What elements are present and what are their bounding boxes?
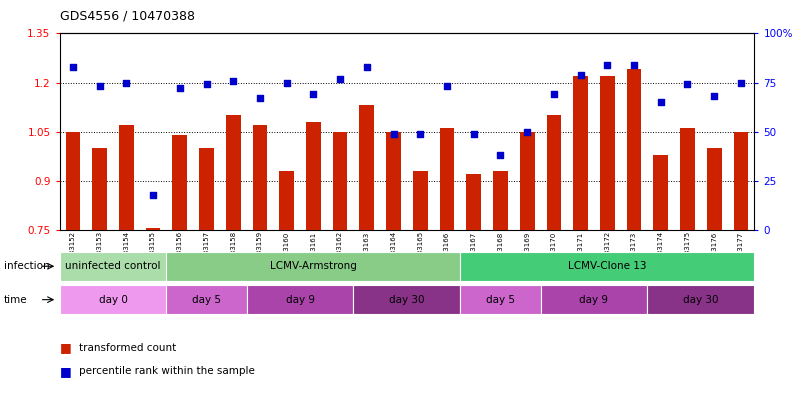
Bar [440, 129, 454, 230]
Bar [172, 135, 187, 230]
Point [468, 130, 480, 137]
Point [521, 129, 534, 135]
Text: GDS4556 / 10470388: GDS4556 / 10470388 [60, 10, 195, 23]
Bar [466, 174, 481, 230]
Point [67, 64, 79, 70]
Text: LCMV-Armstrong: LCMV-Armstrong [270, 261, 357, 271]
Point [147, 191, 160, 198]
Point [333, 75, 346, 82]
Bar [600, 76, 615, 230]
Point [574, 72, 587, 78]
Bar [167, 285, 247, 314]
Text: day 9: day 9 [580, 295, 608, 305]
Text: transformed count: transformed count [79, 343, 176, 353]
Text: LCMV-Clone 13: LCMV-Clone 13 [568, 261, 646, 271]
Point [681, 81, 694, 88]
Point [307, 91, 320, 97]
Bar [653, 154, 668, 230]
Point [173, 85, 186, 92]
Point [494, 152, 507, 158]
Text: day 5: day 5 [486, 295, 515, 305]
Point [93, 83, 106, 90]
Point [280, 79, 293, 86]
Bar [119, 125, 133, 230]
Point [441, 83, 453, 90]
Bar [146, 228, 160, 230]
Bar [573, 76, 588, 230]
Point [654, 99, 667, 105]
Point [734, 79, 747, 86]
Point [414, 130, 426, 137]
Bar [360, 105, 374, 230]
Text: uninfected control: uninfected control [65, 261, 160, 271]
Bar [546, 115, 561, 230]
Bar [707, 148, 722, 230]
Text: ■: ■ [60, 365, 71, 378]
Text: day 0: day 0 [98, 295, 127, 305]
Bar [252, 125, 268, 230]
Text: day 9: day 9 [286, 295, 314, 305]
Bar [626, 70, 642, 230]
Text: ■: ■ [60, 341, 71, 354]
Point [387, 130, 400, 137]
Bar [60, 252, 167, 281]
Text: percentile rank within the sample: percentile rank within the sample [79, 366, 256, 376]
Bar [493, 171, 508, 230]
Bar [279, 171, 294, 230]
Bar [734, 132, 748, 230]
Point [601, 62, 614, 68]
Bar [541, 285, 647, 314]
Point [548, 91, 561, 97]
Point [708, 93, 721, 99]
Text: day 5: day 5 [192, 295, 221, 305]
Bar [680, 129, 695, 230]
Text: time: time [4, 295, 28, 305]
Bar [353, 285, 461, 314]
Bar [199, 148, 214, 230]
Bar [647, 285, 754, 314]
Bar [333, 132, 348, 230]
Bar [520, 132, 534, 230]
Bar [413, 171, 428, 230]
Point [360, 64, 373, 70]
Bar [167, 252, 461, 281]
Bar [386, 132, 401, 230]
Bar [60, 285, 167, 314]
Bar [306, 122, 321, 230]
Bar [461, 252, 754, 281]
Text: day 30: day 30 [683, 295, 719, 305]
Bar [225, 115, 241, 230]
Bar [92, 148, 107, 230]
Point [120, 79, 133, 86]
Bar [66, 132, 80, 230]
Point [227, 77, 240, 84]
Point [200, 81, 213, 88]
Point [253, 95, 266, 101]
Point [628, 62, 641, 68]
Bar [461, 285, 541, 314]
Text: infection: infection [4, 261, 49, 271]
Text: day 30: day 30 [389, 295, 425, 305]
Bar [247, 285, 353, 314]
